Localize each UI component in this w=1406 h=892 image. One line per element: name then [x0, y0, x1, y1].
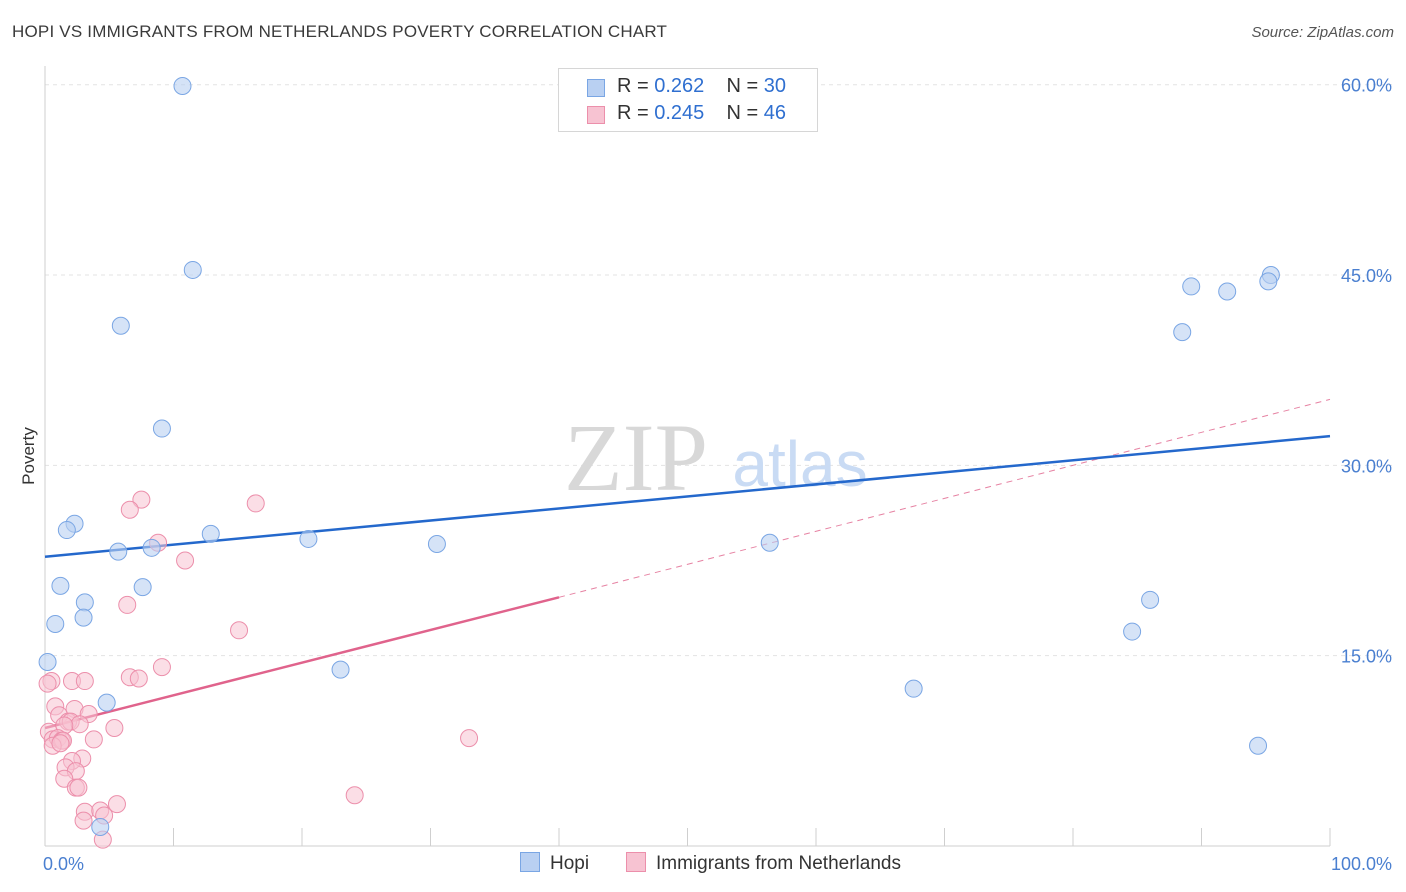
data-point-hopi: [38, 653, 57, 672]
data-point-hopi: [201, 524, 220, 543]
bottom-legend-label-hopi: Hopi: [550, 853, 590, 874]
trend-line-netherlands: [44, 596, 560, 730]
data-point-netherlands: [345, 786, 364, 805]
data-point-hopi: [91, 817, 110, 836]
legend-n-label: N =: [726, 102, 764, 124]
bottom-legend-swatch-hopi: [520, 852, 540, 872]
legend-swatch-hopi: [587, 79, 605, 97]
trend-line-hopi: [44, 434, 1331, 558]
points-hopi-group: [38, 76, 1280, 836]
source-label: Source: ZipAtlas.com: [1251, 24, 1394, 41]
data-point-hopi: [97, 693, 116, 712]
legend-swatch-netherlands: [587, 106, 605, 124]
data-point-netherlands: [230, 621, 249, 640]
trend-neth-group: [44, 398, 1331, 730]
data-point-netherlands: [75, 672, 94, 691]
data-point-netherlands: [74, 811, 93, 830]
data-point-hopi: [51, 576, 70, 595]
legend-r-value-hopi: 0.262: [654, 75, 705, 97]
watermark-zip: ZIP: [564, 404, 708, 511]
data-point-netherlands: [129, 669, 148, 688]
data-point-netherlands: [70, 715, 89, 734]
data-point-netherlands: [176, 551, 195, 570]
data-point-netherlands: [152, 658, 171, 677]
trend-line-netherlands-extension: [558, 398, 1331, 598]
data-point-hopi: [760, 533, 779, 552]
data-point-hopi: [142, 538, 161, 557]
data-point-netherlands: [69, 778, 88, 797]
data-point-netherlands: [132, 490, 151, 509]
legend-n-value-hopi: 30: [763, 75, 787, 97]
data-point-hopi: [109, 542, 128, 561]
watermark: ZIP atlas: [564, 404, 868, 511]
data-point-netherlands: [120, 500, 139, 519]
data-point-hopi: [1259, 272, 1278, 291]
data-point-hopi: [57, 521, 76, 540]
legend-n-value-netherlands: 46: [763, 102, 787, 124]
data-point-hopi: [74, 608, 93, 627]
data-point-hopi: [1123, 622, 1142, 641]
data-point-hopi: [904, 679, 923, 698]
data-point-netherlands: [38, 674, 57, 693]
data-point-netherlands: [51, 734, 70, 753]
data-point-netherlands: [118, 595, 137, 614]
bottom-legend-label-netherlands: Immigrants from Netherlands: [656, 853, 901, 874]
data-point-netherlands: [107, 795, 126, 814]
bottom-legend-swatch-netherlands: [626, 852, 646, 872]
bottom-legend-netherlands: Immigrants from Netherlands: [626, 852, 901, 875]
data-point-netherlands: [460, 729, 479, 748]
data-point-hopi: [1218, 282, 1237, 301]
stats-legend: R = 0.262 N = 30 R = 0.245 N = 46: [558, 68, 818, 132]
watermark-atlas: atlas: [732, 428, 867, 500]
data-point-hopi: [1141, 590, 1160, 609]
data-point-hopi: [427, 535, 446, 554]
x-tick-label: 100.0%: [1331, 854, 1392, 874]
y-tick-label: 30.0%: [1341, 456, 1392, 476]
data-point-hopi: [173, 76, 192, 95]
data-point-netherlands: [105, 718, 124, 737]
data-point-hopi: [183, 260, 202, 279]
data-point-hopi: [1182, 277, 1201, 296]
y-tick-label: 60.0%: [1341, 76, 1392, 96]
legend-r-value-netherlands: 0.245: [654, 102, 705, 124]
y-tick-label: 15.0%: [1341, 647, 1392, 667]
data-point-hopi: [331, 660, 350, 679]
data-point-hopi: [111, 316, 130, 335]
data-point-hopi: [1173, 323, 1192, 342]
tick-labels: 15.0% 30.0% 45.0% 60.0% 0.0% 100.0%: [43, 76, 1392, 874]
bottom-legend-hopi: Hopi: [520, 852, 589, 875]
data-point-netherlands: [84, 730, 103, 749]
data-point-hopi: [75, 593, 94, 612]
legend-r-label: R =: [617, 75, 655, 97]
axes: [44, 66, 1331, 847]
data-point-hopi: [1249, 736, 1268, 755]
legend-r-label: R =: [617, 102, 655, 124]
data-point-netherlands: [246, 494, 265, 513]
grid-lines: [45, 84, 1392, 657]
points-neth-group: [38, 490, 479, 849]
data-point-hopi: [133, 578, 152, 597]
data-point-hopi: [299, 529, 318, 548]
data-point-hopi: [152, 419, 171, 438]
legend-n-label: N =: [726, 75, 764, 97]
y-axis-label: Poverty: [19, 427, 38, 485]
y-tick-label: 45.0%: [1341, 266, 1392, 286]
data-point-hopi: [46, 614, 65, 633]
chart-title: HOPI VS IMMIGRANTS FROM NETHERLANDS POVE…: [12, 22, 668, 41]
x-tick-label: 0.0%: [43, 854, 84, 874]
trend-hopi-group: [44, 434, 1331, 558]
